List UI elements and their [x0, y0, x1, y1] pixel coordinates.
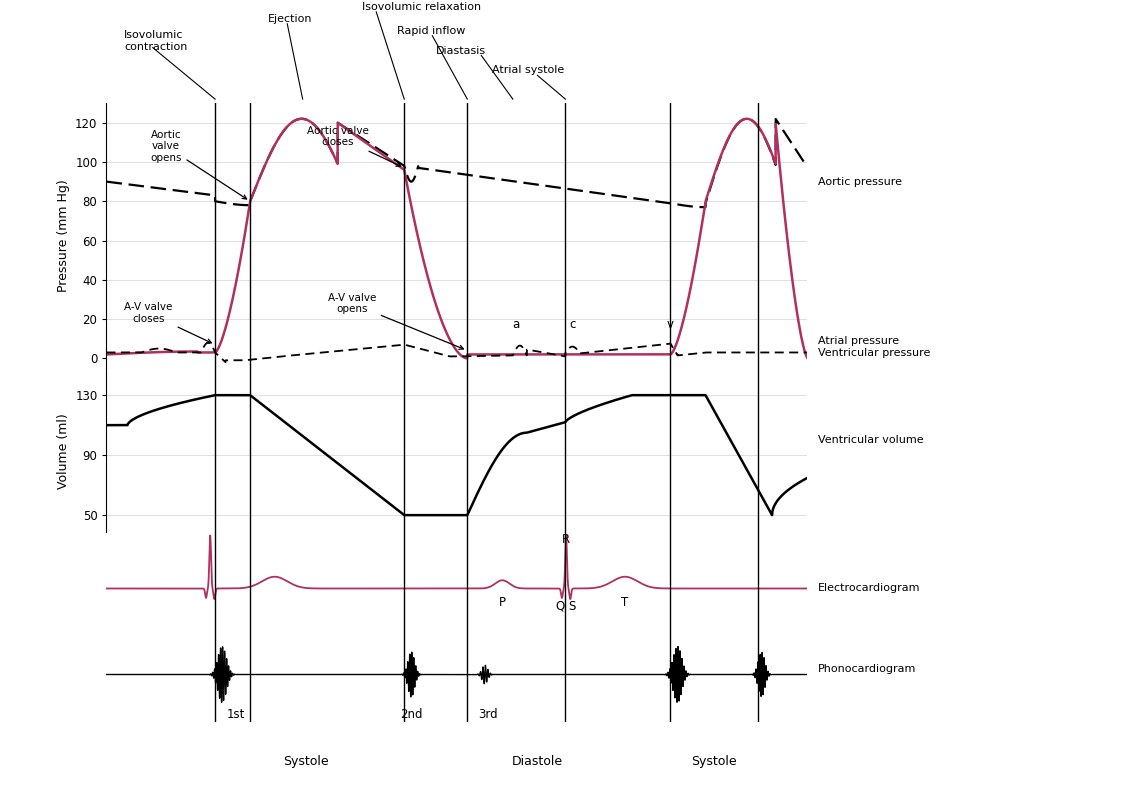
Text: v: v	[667, 318, 674, 331]
Text: 1st: 1st	[226, 708, 245, 722]
Text: T: T	[621, 596, 629, 609]
Text: 2nd: 2nd	[400, 708, 423, 722]
Text: Ejection: Ejection	[268, 13, 312, 24]
Text: S: S	[568, 600, 576, 613]
Text: a: a	[512, 318, 520, 331]
Text: Diastasis: Diastasis	[436, 45, 485, 56]
Text: Isovolumic
contraction: Isovolumic contraction	[124, 30, 187, 52]
Text: Aortic
valve
opens: Aortic valve opens	[150, 130, 247, 199]
Text: Ventricular pressure: Ventricular pressure	[818, 348, 930, 358]
Y-axis label: Volume (ml): Volume (ml)	[57, 413, 70, 488]
Y-axis label: Pressure (mm Hg): Pressure (mm Hg)	[56, 179, 70, 292]
Text: A-V valve
opens: A-V valve opens	[327, 293, 463, 349]
Text: Rapid inflow: Rapid inflow	[397, 25, 465, 36]
Text: Phonocardiogram: Phonocardiogram	[818, 664, 917, 674]
Text: Ventricular volume: Ventricular volume	[818, 435, 924, 445]
Text: Atrial pressure: Atrial pressure	[818, 335, 899, 346]
Text: Diastole: Diastole	[512, 755, 563, 768]
Text: 3rd: 3rd	[479, 708, 498, 722]
Text: Systole: Systole	[692, 755, 736, 768]
Text: Systole: Systole	[284, 755, 328, 768]
Text: R: R	[562, 533, 571, 546]
Text: Electrocardiogram: Electrocardiogram	[818, 584, 920, 593]
Text: Aortic valve
closes: Aortic valve closes	[307, 125, 400, 167]
Text: Aortic pressure: Aortic pressure	[818, 177, 902, 186]
Text: Q: Q	[556, 600, 565, 613]
Text: Isovolumic relaxation: Isovolumic relaxation	[362, 2, 481, 12]
Text: A-V valve
closes: A-V valve closes	[124, 302, 212, 343]
Text: Atrial systole: Atrial systole	[492, 65, 564, 75]
Text: P: P	[499, 596, 506, 609]
Text: c: c	[569, 318, 575, 331]
